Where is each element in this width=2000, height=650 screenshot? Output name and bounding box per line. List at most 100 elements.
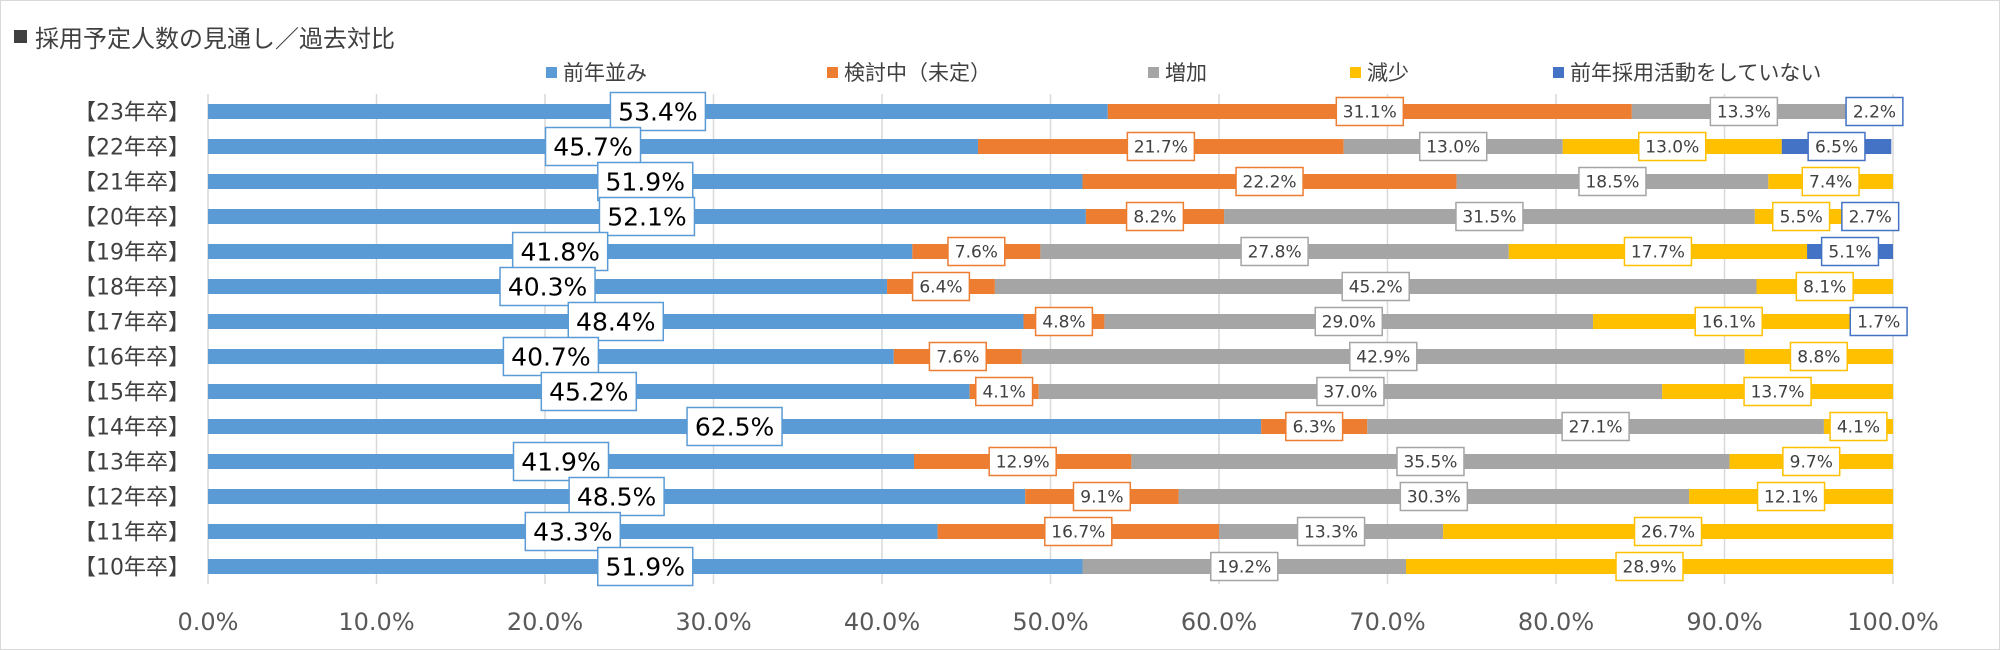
category-label: 【21年卒】 (74, 171, 190, 196)
data-label-box (1210, 551, 1279, 582)
data-label: 43.3% (533, 518, 612, 547)
data-label: 30.3% (1407, 488, 1461, 508)
data-label-box (597, 546, 694, 587)
data-label-box (1561, 411, 1630, 442)
data-label: 62.5% (695, 413, 774, 442)
legend-label-1: 検討中（未定） (844, 61, 991, 85)
data-label-box (1578, 166, 1647, 197)
data-labels: 53.4% 31.1% 13.3% 2.2% 45.7% 21.7% 13.0% 13.0% 6… (499, 91, 1908, 587)
data-label: 9.7% (1790, 453, 1833, 473)
legend-swatch-4 (1553, 66, 1564, 78)
data-label-box (609, 91, 707, 132)
data-label: 40.7% (511, 343, 590, 372)
chart-title-block: 採用予定人数の見通し／過去対比 (14, 18, 395, 54)
data-label: 45.7% (553, 133, 632, 162)
data-label-box (1782, 446, 1841, 477)
data-label: 22.2% (1243, 173, 1297, 193)
data-label: 51.9% (606, 168, 685, 197)
data-label: 16.7% (1051, 523, 1105, 543)
data-label-box (947, 236, 1006, 267)
data-label-box (1633, 516, 1703, 547)
data-label-box (1820, 236, 1880, 267)
data-label-box (1349, 341, 1418, 372)
data-label: 27.8% (1248, 243, 1302, 263)
category-label: 【16年卒】 (74, 346, 190, 371)
data-label: 42.9% (1356, 348, 1410, 368)
data-label: 8.2% (1133, 208, 1176, 228)
data-label-box (1341, 271, 1410, 302)
data-label: 6.3% (1293, 418, 1336, 438)
title-square-marker (14, 29, 27, 43)
x-tick-label: 30.0% (675, 608, 751, 636)
data-label-box (1841, 201, 1900, 232)
data-label-box (928, 341, 987, 372)
data-label-box (1296, 516, 1366, 547)
data-label: 13.3% (1717, 103, 1771, 123)
category-label: 【13年卒】 (74, 451, 190, 476)
data-label-box (1709, 96, 1779, 127)
data-label-box (512, 441, 610, 482)
x-tick-label: 10.0% (338, 608, 414, 636)
data-label: 13.3% (1304, 523, 1358, 543)
data-label: 35.5% (1403, 453, 1457, 473)
x-tick-label: 40.0% (844, 608, 920, 636)
legend-item-4: 前年採用活動をしていない (1553, 56, 1821, 88)
data-label: 12.9% (996, 453, 1050, 473)
data-label: 48.4% (576, 308, 655, 337)
data-label: 53.4% (618, 98, 697, 127)
data-label: 51.9% (606, 553, 685, 582)
legend-item-2: 増加 (1148, 56, 1207, 88)
data-label: 29.0% (1322, 313, 1376, 333)
legend-item-1: 検討中（未定） (827, 56, 991, 88)
data-label-box (1314, 306, 1383, 337)
legend-label-2: 増加 (1165, 61, 1207, 85)
data-label-box (540, 371, 638, 412)
chart-title: 採用予定人数の見通し／過去対比 (35, 24, 395, 53)
data-label-box (1125, 201, 1185, 232)
data-label: 48.5% (577, 483, 656, 512)
category-label: 【20年卒】 (74, 206, 190, 231)
data-label-box (511, 231, 609, 272)
data-label: 31.1% (1343, 103, 1397, 123)
axes: 0.0% 10.0% 20.0% 30.0% 40.0% 50.0% 60.0% 70.0% 8… (74, 101, 1939, 637)
data-label: 4.1% (983, 383, 1026, 403)
data-label-box (1694, 306, 1763, 337)
data-label: 6.5% (1815, 138, 1858, 158)
data-label: 5.1% (1828, 243, 1871, 263)
data-label: 45.2% (1349, 278, 1403, 298)
data-label: 41.8% (520, 238, 599, 267)
data-label: 13.0% (1645, 138, 1699, 158)
data-label-box (1034, 306, 1094, 337)
data-label-box (1772, 201, 1831, 232)
data-label-box (1615, 551, 1684, 582)
legend-swatch-3 (1350, 66, 1361, 78)
data-label: 12.1% (1764, 488, 1818, 508)
data-label: 17.7% (1631, 243, 1685, 263)
data-label-box (544, 126, 642, 167)
data-label-box (524, 511, 622, 552)
data-label-box (988, 446, 1057, 477)
data-label-box (1235, 166, 1304, 197)
data-label-box (499, 266, 596, 307)
x-tick-label: 80.0% (1518, 608, 1594, 636)
data-label: 2.7% (1849, 208, 1892, 228)
data-label: 37.0% (1323, 383, 1377, 403)
data-label-box (568, 476, 665, 517)
data-label-box (1285, 411, 1344, 442)
legend-swatch-0 (546, 66, 557, 78)
data-label-box (1072, 481, 1132, 512)
data-label: 6.4% (919, 278, 962, 298)
data-label: 1.7% (1857, 313, 1900, 333)
data-label-box (597, 161, 694, 202)
data-label: 28.9% (1623, 558, 1677, 578)
data-label: 7.4% (1809, 173, 1852, 193)
category-label: 【18年卒】 (74, 276, 190, 301)
data-label: 45.2% (549, 378, 628, 407)
data-label: 5.5% (1780, 208, 1823, 228)
data-label-box (598, 196, 696, 237)
data-label-box (1743, 376, 1812, 407)
data-label-box (1335, 96, 1405, 127)
data-label-box (502, 336, 600, 377)
category-label: 【15年卒】 (74, 381, 190, 406)
data-label: 13.7% (1751, 383, 1805, 403)
